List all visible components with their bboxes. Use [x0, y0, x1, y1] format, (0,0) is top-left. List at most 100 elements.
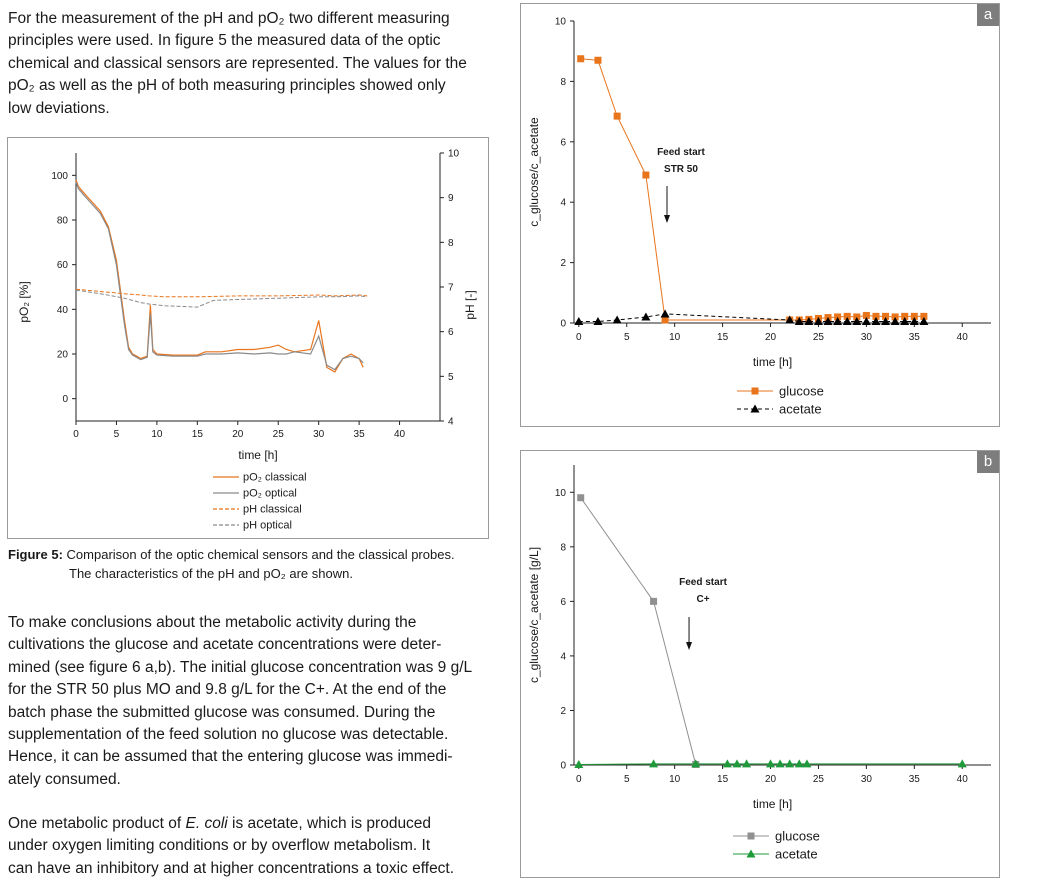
- text-line: Hence, it can be assumed that the enteri…: [8, 748, 453, 766]
- x-tick-label: 35: [909, 332, 921, 343]
- x-axis-label: time [h]: [753, 797, 792, 811]
- y-axis-label-left: pO₂ [%]: [17, 281, 31, 322]
- text-line: pO₂ as well as the pH of both measuring …: [8, 77, 446, 95]
- y-tick-label-left: 20: [57, 350, 69, 361]
- x-axis-label: time [h]: [238, 448, 277, 462]
- data-point: [882, 312, 890, 320]
- x-tick-label: 20: [232, 429, 244, 440]
- text-line: under oxygen limiting conditions or by o…: [8, 837, 431, 855]
- paragraph-metabolic: To make conclusions about the metabolic …: [8, 612, 508, 791]
- y-tick-label-right: 9: [448, 193, 454, 204]
- y-tick-label-left: 100: [51, 171, 68, 182]
- x-tick-label: 35: [354, 429, 366, 440]
- x-tick-label: 5: [114, 429, 120, 440]
- series-line: [580, 58, 924, 321]
- data-point: [901, 312, 909, 320]
- legend-marker: [751, 387, 759, 395]
- annotation-arrowhead: [686, 642, 693, 650]
- x-tick-label: 30: [861, 332, 873, 343]
- y-tick-label-right: 10: [448, 149, 460, 160]
- y-tick-label-right: 7: [448, 283, 454, 294]
- data-point: [861, 316, 871, 325]
- legend-label: pO₂ classical: [243, 472, 307, 484]
- y-tick-label: 0: [560, 319, 566, 330]
- figure-6a-box: a 0 5 10 15 20 25 30 35 40 0 2 4 6 8 10 time [h] c_gluco…: [520, 3, 1000, 427]
- y-tick-label: 4: [560, 198, 566, 209]
- data-point: [842, 316, 852, 325]
- legend-marker: [746, 849, 756, 858]
- caption-text: The characteristics of the pH and pO₂ ar…: [69, 566, 353, 581]
- y-tick-label: 2: [560, 706, 566, 717]
- text-line: low deviations.: [8, 99, 110, 117]
- data-point: [577, 55, 585, 63]
- text-line: for the STR 50 plus MO and 9.8 g/L for t…: [8, 681, 447, 699]
- text-line: can have an inhibitory and at higher con…: [8, 859, 455, 877]
- data-point: [891, 313, 899, 321]
- data-point: [794, 316, 804, 325]
- y-tick-label: 6: [560, 597, 566, 608]
- x-tick-label: 15: [717, 332, 729, 343]
- y-tick-label-left: 80: [57, 216, 69, 227]
- y-axis-label: c_glucose/c_acetate: [527, 117, 541, 227]
- data-point: [804, 316, 814, 325]
- data-point: [853, 313, 861, 321]
- x-tick-label: 10: [151, 429, 163, 440]
- caption-label: Figure 5:: [8, 547, 63, 562]
- figure-5-box: 0 5 10 15 20 25 30 35 40 0 20 40 60 80 100 4 5 6 7 8 9 10 time…: [7, 137, 489, 539]
- text-run: is acetate, which is produced: [227, 815, 432, 832]
- data-point: [852, 316, 862, 325]
- y-axis-label-right: pH [-]: [463, 290, 477, 319]
- text-line: For the measurement of the pH and pO₂ tw…: [8, 10, 450, 27]
- y-tick-label: 10: [555, 488, 567, 499]
- y-tick-label-right: 8: [448, 238, 454, 249]
- y-tick-label: 4: [560, 651, 566, 662]
- data-point: [957, 759, 967, 768]
- data-point: [594, 56, 602, 64]
- data-point: [802, 759, 812, 768]
- figure-5-chart: 0 5 10 15 20 25 30 35 40 0 20 40 60 80 100 4 5 6 7 8 9 10 time…: [17, 149, 477, 532]
- text-line: ately consumed.: [8, 770, 121, 788]
- x-tick-label: 40: [394, 429, 406, 440]
- annotation-arrowhead: [663, 215, 670, 223]
- x-tick-label: 40: [957, 774, 969, 785]
- data-point: [613, 112, 621, 120]
- data-point: [833, 316, 843, 325]
- y-tick-label: 2: [560, 258, 566, 269]
- data-point: [650, 597, 658, 605]
- figure-6a-chart: 0 5 10 15 20 25 30 35 40 0 2 4 6 8 10 time [h] c_glucose…: [527, 17, 991, 417]
- y-tick-label: 6: [560, 137, 566, 148]
- data-point: [660, 309, 670, 318]
- data-point: [909, 316, 919, 325]
- data-point: [691, 759, 701, 768]
- text-line: cultivations the glucose and acetate con…: [8, 636, 442, 654]
- data-point: [919, 316, 929, 325]
- panel-label-b: b: [977, 451, 999, 473]
- paragraph-intro: For the measurement of the pH and pO₂ tw…: [8, 8, 508, 120]
- figure-6b-box: b 0 5 10 15 20 25 30 35 40 0 2 4 6 8 10 time [h] c_gluco…: [520, 450, 1000, 878]
- y-tick-label: 8: [560, 542, 566, 553]
- data-point: [890, 316, 900, 325]
- x-tick-label: 20: [765, 332, 777, 343]
- y-tick-label-left: 0: [62, 394, 68, 405]
- data-point: [920, 312, 928, 320]
- annotation-text: C+: [697, 594, 710, 605]
- data-point: [574, 316, 584, 325]
- x-tick-label: 25: [813, 774, 825, 785]
- x-tick-label: 15: [192, 429, 204, 440]
- x-tick-label: 25: [273, 429, 285, 440]
- legend-label: glucose: [779, 384, 824, 399]
- data-point: [871, 316, 881, 325]
- legend-label: glucose: [775, 829, 820, 844]
- data-point: [732, 759, 742, 768]
- panel-label-a: a: [977, 4, 999, 26]
- annotation-text: STR 50: [664, 164, 698, 175]
- legend-label: acetate: [775, 847, 818, 862]
- y-axis-label: c_glucose/c_acetate [g/L]: [527, 547, 541, 683]
- data-point: [823, 316, 833, 325]
- x-tick-label: 20: [765, 774, 777, 785]
- series-line: [75, 289, 368, 308]
- y-tick-label: 10: [555, 17, 567, 28]
- data-point: [612, 315, 622, 324]
- x-tick-label: 30: [861, 774, 873, 785]
- x-tick-label: 0: [73, 429, 79, 440]
